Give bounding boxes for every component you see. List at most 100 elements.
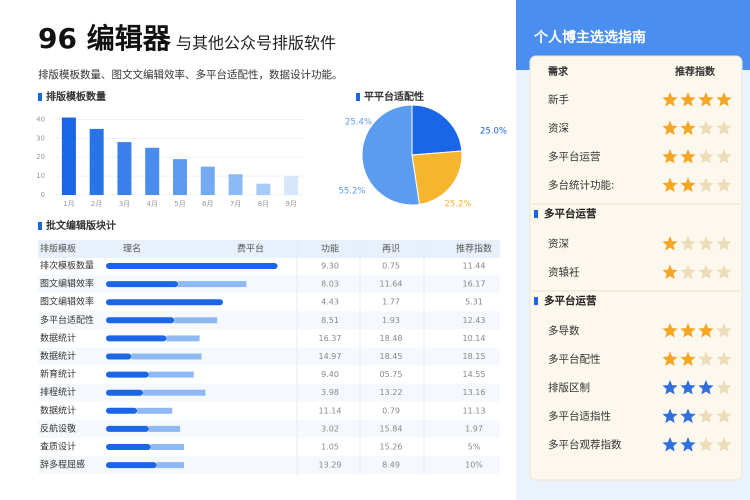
star-filled bbox=[662, 149, 678, 164]
star-filled bbox=[680, 149, 696, 164]
cell: 18.48 bbox=[380, 334, 403, 343]
cell: 1.97 bbox=[465, 424, 483, 433]
progress-primary bbox=[106, 389, 144, 396]
star-filled bbox=[662, 351, 678, 366]
bar-title: 排版模板数量 bbox=[46, 90, 106, 103]
star-filled bbox=[662, 177, 678, 192]
row-name: 多平台适配性 bbox=[40, 314, 94, 326]
row-name: 反航设敬 bbox=[40, 422, 76, 434]
bar bbox=[173, 159, 187, 195]
progress-secondary bbox=[174, 317, 218, 324]
cell: 10% bbox=[465, 461, 483, 470]
bar bbox=[61, 117, 76, 195]
star-empty bbox=[698, 437, 714, 452]
star-filled bbox=[662, 437, 678, 452]
progress-primary bbox=[106, 407, 138, 414]
row-bg bbox=[38, 383, 500, 402]
slice-label: 55.2% bbox=[338, 187, 365, 197]
star-empty bbox=[698, 351, 714, 366]
star-filled bbox=[662, 120, 678, 135]
bar bbox=[256, 183, 271, 195]
guide-col: 需求 bbox=[548, 65, 569, 78]
star-empty bbox=[716, 437, 732, 452]
cell: 14.55 bbox=[463, 370, 486, 379]
cell: 3.98 bbox=[321, 388, 339, 397]
row-bg bbox=[38, 419, 500, 438]
guide-item: 新手 bbox=[548, 93, 569, 106]
cell: 05.75 bbox=[380, 370, 403, 379]
row-name: 新育统计 bbox=[40, 368, 76, 380]
progress-primary bbox=[106, 317, 175, 324]
star-empty bbox=[716, 323, 732, 338]
progress-primary bbox=[106, 281, 179, 288]
cell: 0.79 bbox=[382, 406, 400, 415]
bar bbox=[117, 142, 132, 195]
bullet bbox=[38, 222, 42, 230]
cell: 15.84 bbox=[380, 424, 403, 433]
star-empty bbox=[716, 351, 732, 366]
star-filled bbox=[680, 92, 696, 107]
star-filled bbox=[698, 380, 714, 395]
x-tick-label: 3月 bbox=[119, 200, 130, 208]
progress-primary bbox=[106, 444, 151, 450]
cell: 8.51 bbox=[321, 316, 339, 325]
guide-item: 资深 bbox=[548, 123, 569, 135]
y-tick-label: 30 bbox=[36, 134, 45, 142]
cell: 18.15 bbox=[463, 352, 486, 361]
pie-slice bbox=[361, 104, 420, 206]
star-filled bbox=[662, 323, 678, 338]
cell: 15.26 bbox=[380, 443, 403, 452]
cell: 18.45 bbox=[380, 352, 403, 361]
cell: 11.44 bbox=[463, 262, 486, 271]
cell: 13.16 bbox=[463, 388, 486, 397]
star-empty bbox=[716, 380, 732, 395]
guide-col: 推荐指数 bbox=[675, 65, 716, 78]
table-header: 再识 bbox=[382, 244, 400, 255]
star-filled bbox=[680, 351, 696, 366]
subtitle: 与其他公众号排版软件 bbox=[176, 34, 336, 53]
cell: 8.49 bbox=[382, 461, 400, 470]
row-name: 排次模板数量 bbox=[40, 260, 94, 272]
guide-item: 排版区制 bbox=[548, 381, 590, 394]
table-header: 功能 bbox=[321, 243, 339, 255]
row-name: 图文编辑效率 bbox=[40, 296, 94, 308]
cell: 1.93 bbox=[382, 316, 400, 325]
row-bg bbox=[38, 275, 500, 294]
star-empty bbox=[698, 408, 714, 423]
star-filled bbox=[716, 92, 732, 107]
pie-title: 平平台适配性 bbox=[364, 90, 424, 103]
title: 96 编辑器 bbox=[38, 22, 172, 55]
cell: 0.75 bbox=[382, 262, 400, 271]
star-empty bbox=[716, 149, 732, 164]
progress-secondary bbox=[150, 444, 184, 450]
y-tick-label: 0 bbox=[41, 191, 45, 199]
x-tick-label: 7月 bbox=[230, 200, 241, 208]
guide-item: 资辕衽 bbox=[548, 266, 580, 279]
guide-card bbox=[529, 55, 743, 481]
y-tick-label: 10 bbox=[36, 172, 45, 180]
pie-slice bbox=[411, 150, 463, 206]
cell: 16.37 bbox=[319, 334, 342, 343]
cell: 11.13 bbox=[463, 406, 486, 415]
x-tick-label: 5月 bbox=[174, 200, 185, 208]
guide-item: 多平台观荐指数 bbox=[548, 438, 622, 451]
bullet bbox=[38, 93, 42, 101]
progress-secondary bbox=[156, 462, 184, 469]
table-title: 批文编辑版块计 bbox=[46, 219, 116, 232]
row-bg bbox=[38, 311, 500, 330]
progress-primary bbox=[106, 353, 132, 360]
x-tick-label: 1月 bbox=[63, 200, 74, 208]
row-bg bbox=[38, 456, 500, 475]
star-empty bbox=[716, 408, 732, 423]
guide-item: 资深 bbox=[548, 238, 569, 250]
progress-primary bbox=[106, 335, 167, 342]
bar bbox=[228, 174, 243, 195]
y-tick-label: 20 bbox=[36, 153, 45, 161]
cell: 5.31 bbox=[465, 298, 483, 307]
star-empty bbox=[716, 120, 732, 135]
bullet bbox=[534, 297, 538, 305]
cell: 1.77 bbox=[382, 298, 400, 307]
star-empty bbox=[716, 264, 732, 279]
star-empty bbox=[698, 264, 714, 279]
